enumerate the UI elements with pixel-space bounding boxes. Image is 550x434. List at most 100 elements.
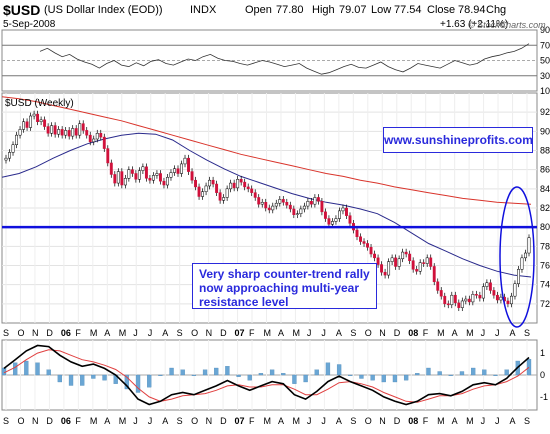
- candle-body: [471, 294, 475, 303]
- candle-body: [309, 201, 313, 205]
- price-tick-label: 78: [540, 241, 550, 251]
- candle-body: [524, 252, 527, 259]
- candle-body: [295, 213, 299, 215]
- macd-histogram-bar: [236, 374, 241, 377]
- candle-body: [457, 302, 461, 308]
- price-panel-title: $USD (Weekly): [5, 98, 74, 109]
- candle-body: [43, 119, 47, 127]
- x-tick-label: F: [75, 328, 81, 338]
- price-tick-label: 86: [540, 165, 550, 175]
- x-tick-label: S: [3, 328, 9, 338]
- candle-body: [450, 294, 454, 306]
- x-tick-label: A: [104, 328, 110, 338]
- candle-body: [425, 257, 429, 264]
- candle-body: [313, 197, 317, 205]
- candle-body: [380, 264, 384, 273]
- candle-body: [390, 257, 394, 262]
- x-tick-label: J: [495, 328, 500, 338]
- x-tick-label-bottom: A: [452, 416, 458, 426]
- macd-histogram-bar: [202, 369, 208, 376]
- macd-histogram-bar: [336, 364, 342, 376]
- candle-body: [397, 258, 401, 267]
- candle-body: [18, 129, 22, 136]
- macd-histogram-bar: [158, 374, 163, 376]
- candle-body: [22, 121, 26, 130]
- url-annotation: www.sunshineprofits.com: [383, 127, 533, 153]
- candle-body: [366, 243, 369, 248]
- price-tick-label: 88: [540, 146, 550, 156]
- candle-body: [492, 290, 496, 296]
- candle-body: [316, 197, 320, 202]
- x-tick-label-bottom: M: [119, 416, 127, 426]
- candle-body: [362, 241, 366, 244]
- candle-body: [225, 188, 229, 198]
- x-tick-label: J: [148, 328, 153, 338]
- candle-body: [411, 260, 415, 270]
- candle-body: [102, 136, 106, 149]
- macd-histogram-bar: [191, 374, 197, 376]
- candle-body: [95, 133, 99, 140]
- x-tick-label-bottom: O: [191, 416, 198, 426]
- candle-body: [81, 123, 85, 131]
- macd-histogram-bar: [35, 362, 40, 376]
- candle-body: [239, 179, 243, 183]
- x-tick-label: N: [32, 328, 38, 338]
- candle-body: [211, 179, 215, 185]
- note-line-2: now approaching multi-year: [199, 281, 360, 295]
- x-tick-label-bottom: A: [510, 416, 516, 426]
- macd-histogram-bar: [325, 362, 331, 376]
- candle-body: [116, 171, 120, 184]
- candle-body: [387, 261, 391, 276]
- candle-body: [123, 178, 127, 186]
- candle-body: [369, 247, 373, 255]
- x-tick-label: F: [249, 328, 255, 338]
- macd-histogram-bar: [370, 374, 375, 381]
- candle-body: [267, 207, 271, 211]
- candle-body: [158, 173, 162, 182]
- x-tick-label-bottom: M: [466, 416, 474, 426]
- chg-value: +1.63 (+2.11%): [440, 19, 509, 30]
- candle-body: [243, 181, 247, 188]
- macd-histogram-bar: [68, 374, 74, 386]
- x-tick-label-bottom: O: [365, 416, 372, 426]
- macd-histogram-bar: [57, 374, 63, 383]
- macd-histogram-bar: [80, 374, 85, 386]
- candle-body: [180, 163, 183, 174]
- note-annotation: Very sharp counter-trend rally now appro…: [192, 263, 377, 309]
- candle-body: [39, 119, 43, 123]
- x-tick-label-bottom: A: [104, 416, 110, 426]
- candle-body: [285, 202, 289, 206]
- candle-body: [359, 236, 362, 242]
- macd-histogram-bar: [214, 367, 219, 376]
- note-line-3: resistance level: [199, 295, 289, 309]
- candle-body: [218, 192, 222, 201]
- candle-body: [166, 177, 169, 186]
- x-tick-label-bottom: M: [90, 416, 98, 426]
- candle-body: [439, 290, 443, 297]
- candle-body: [520, 257, 524, 270]
- candle-body: [46, 126, 50, 134]
- macd-histogram-bar: [46, 369, 51, 376]
- x-tick-label-bottom: J: [133, 416, 138, 426]
- macd-histogram-bar: [314, 369, 319, 376]
- macd-histogram-bar: [470, 367, 476, 376]
- candle-body: [257, 197, 261, 205]
- x-tick-label: 08: [408, 328, 418, 338]
- macd-histogram-bar: [437, 371, 442, 376]
- rally-highlight-ellipse: [499, 186, 535, 328]
- x-tick-label: M: [90, 328, 98, 338]
- x-tick-label: S: [177, 328, 183, 338]
- candle-body: [74, 128, 78, 136]
- candle-body: [446, 303, 450, 306]
- candle-body: [144, 166, 148, 179]
- x-tick-label-bottom: D: [46, 416, 53, 426]
- candle-body: [208, 179, 212, 187]
- x-tick-label-bottom: A: [162, 416, 168, 426]
- x-tick-label: O: [191, 328, 198, 338]
- candle-body: [64, 130, 68, 136]
- price-tick-label: 92: [540, 107, 550, 117]
- macd-histogram-bar: [147, 374, 152, 388]
- candle-body: [50, 125, 54, 134]
